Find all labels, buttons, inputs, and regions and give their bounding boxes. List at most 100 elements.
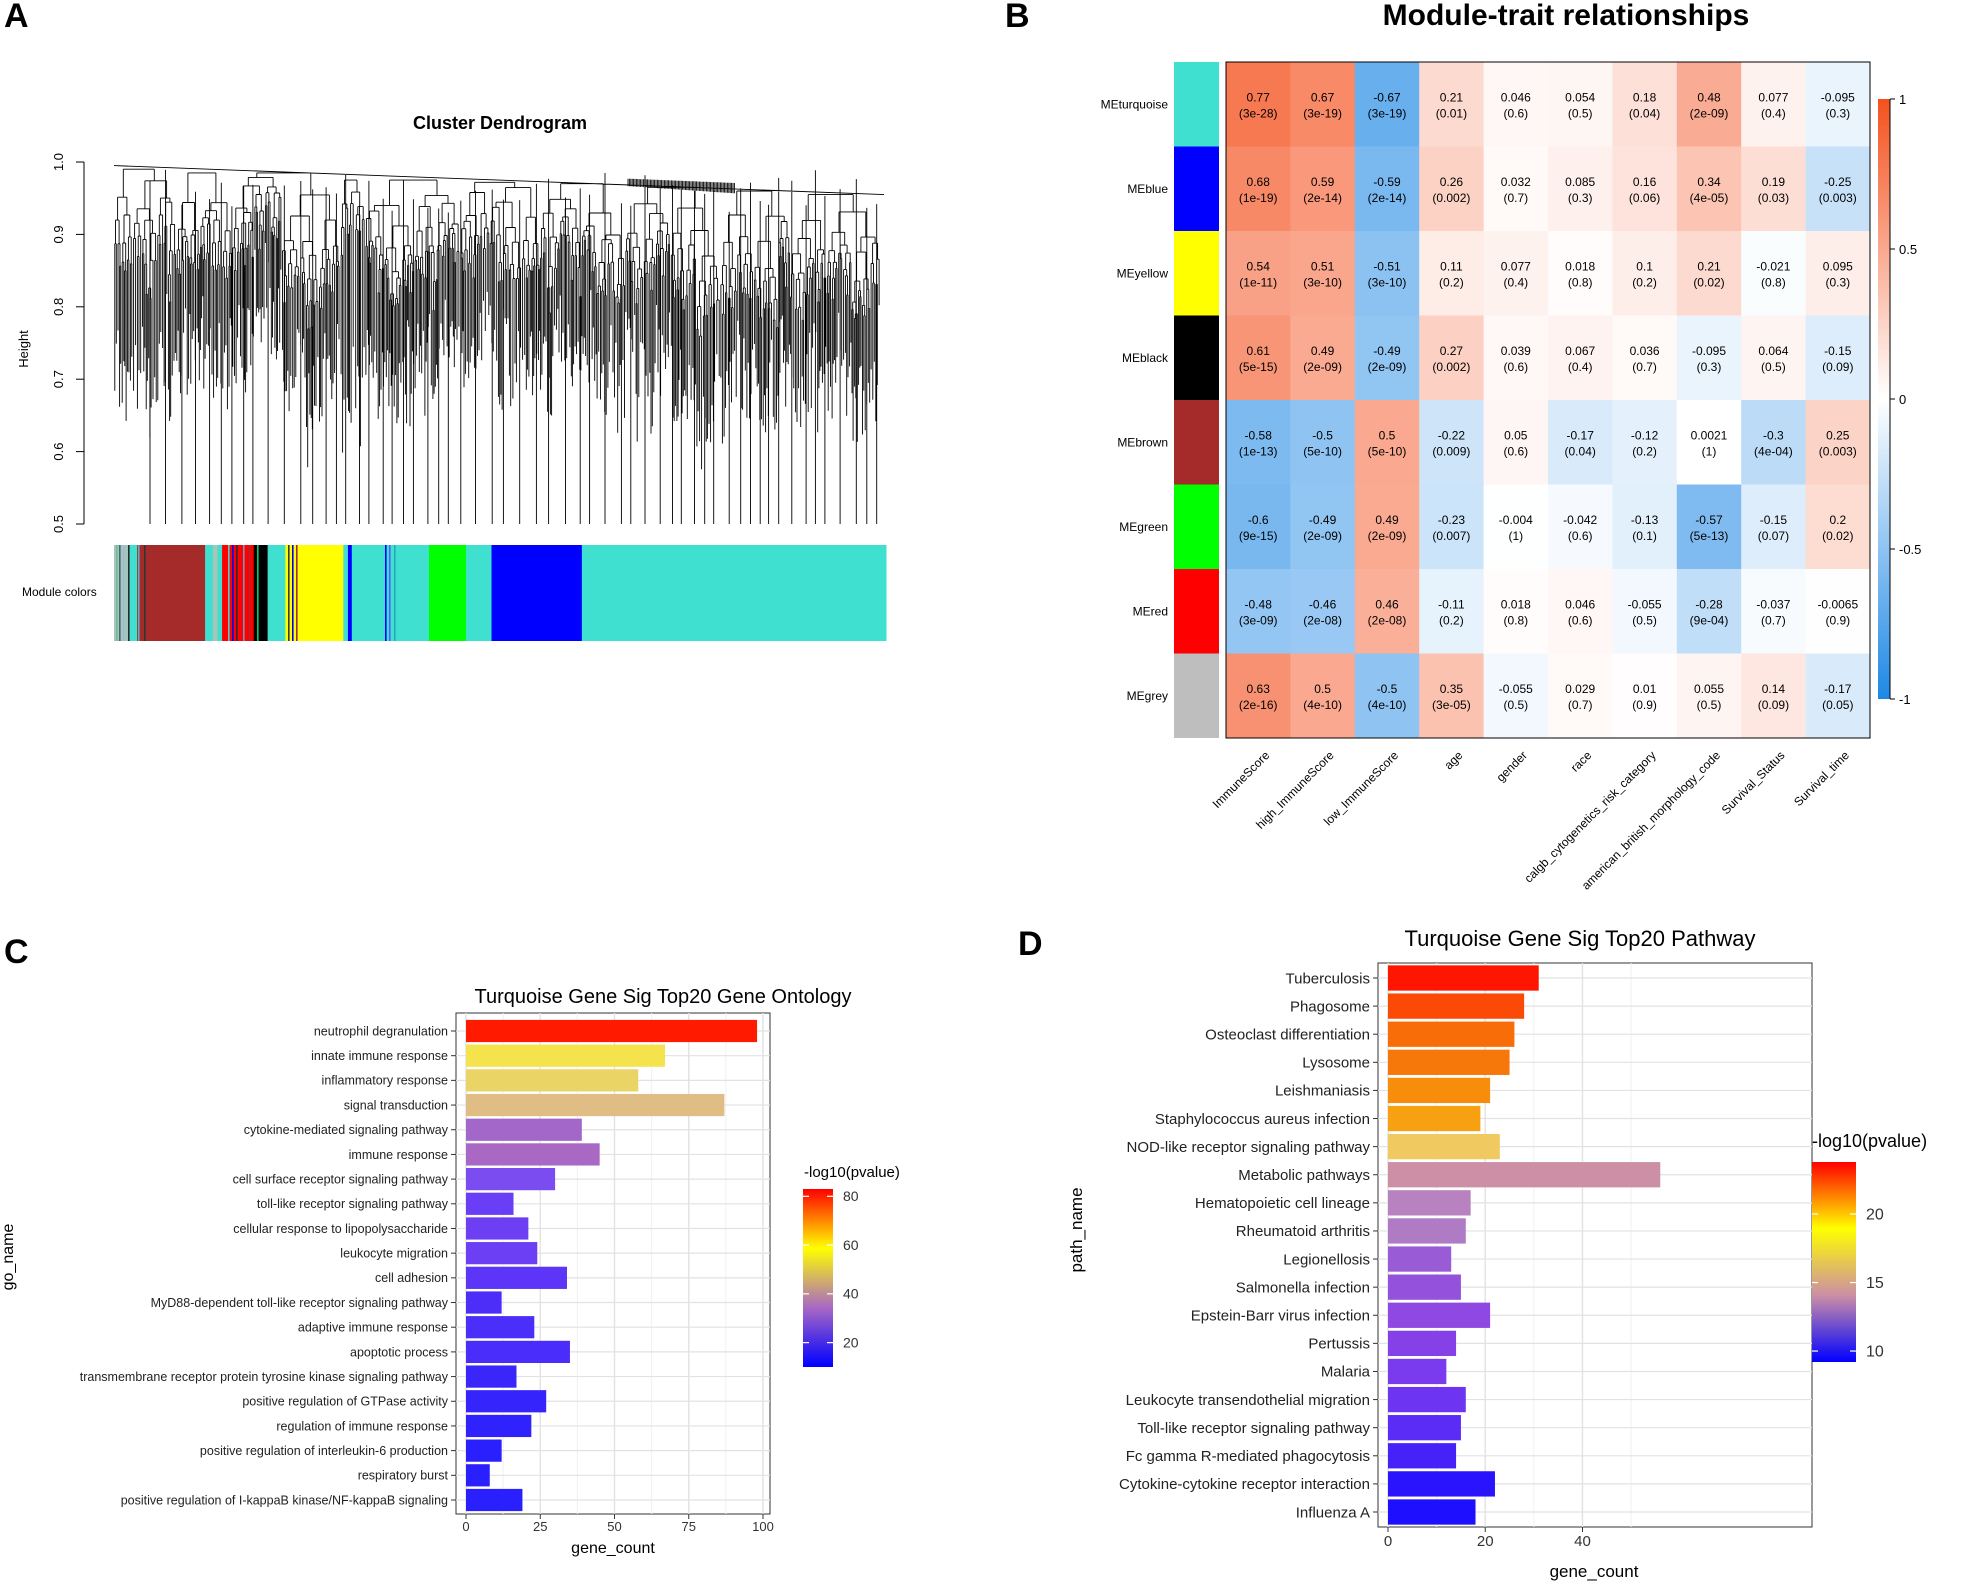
heatmap-cell (1226, 653, 1291, 739)
module-color-segment (347, 545, 353, 641)
heatmap-cell (1290, 400, 1356, 485)
heatmap-cell-value: -0.3 (1763, 428, 1784, 442)
heatmap-cell-value: -0.67 (1373, 90, 1401, 104)
go-category-label: positive regulation of GTPase activity (242, 1395, 448, 1409)
module-color-segment (285, 545, 344, 641)
heatmap-cell-value: 0.21 (1697, 259, 1721, 273)
go-category-label: toll-like receptor signaling pathway (257, 1197, 449, 1211)
module-color-stripe (123, 545, 125, 641)
colorbar-tick-label: 1 (1899, 92, 1906, 107)
pw-bar (1388, 1386, 1466, 1413)
heatmap-cell-pvalue: (0.007) (1432, 529, 1470, 543)
heatmap-cell-value: 0.018 (1501, 597, 1531, 611)
panel-letter-b: B (1005, 0, 1030, 35)
go-bar (466, 1118, 582, 1141)
pw-category-label: NOD-like receptor signaling pathway (1127, 1139, 1371, 1156)
pw-bar (1388, 1218, 1466, 1244)
go-legend-tick-label: 20 (843, 1335, 859, 1351)
heatmap-cell-pvalue: (0.4) (1761, 106, 1786, 120)
go-y-label: go_name (0, 1224, 17, 1291)
heatmap-cell (1805, 653, 1871, 739)
heatmap-cell-pvalue: (0.003) (1819, 191, 1857, 205)
heatmap-cell-value: 0.49 (1311, 344, 1335, 358)
heatmap-cell (1548, 569, 1613, 654)
pw-bar (1388, 1330, 1457, 1357)
heatmap-cell-pvalue: (2e-09) (1303, 529, 1342, 543)
heatmap-cell-pvalue: (0.3) (1568, 191, 1593, 205)
heatmap-cell-value: -0.58 (1245, 428, 1273, 442)
go-legend-gradient (803, 1189, 833, 1367)
heatmap-cell-value: 0.21 (1440, 90, 1464, 104)
heatmap-cell-value: 0.046 (1565, 597, 1595, 611)
heatmap-cell-pvalue: (0.3) (1825, 275, 1850, 289)
heatmap-cell (1676, 400, 1742, 485)
heatmap-cell-value: 0.067 (1565, 344, 1595, 358)
heatmap-cell-pvalue: (5e-15) (1239, 360, 1278, 374)
heatmap-cell-value: 0.077 (1758, 90, 1788, 104)
heatmap-cell-value: -0.004 (1499, 513, 1533, 527)
heatmap-cell-value: 0.032 (1501, 175, 1531, 189)
go-category-label: MyD88-dependent toll-like receptor signa… (151, 1296, 449, 1310)
heatmap-cell-value: 0.48 (1697, 90, 1721, 104)
heatmap-cell-value: 0.5 (1314, 682, 1331, 696)
go-category-label: regulation of immune response (276, 1419, 448, 1433)
heatmap-cell-pvalue: (0.7) (1761, 613, 1786, 627)
heatmap-cell (1419, 315, 1484, 401)
heatmap-cell (1548, 400, 1613, 485)
module-label: MEyellow (1117, 266, 1169, 280)
heatmap-cell (1226, 484, 1291, 570)
module-label: MEblack (1122, 351, 1169, 365)
colorbar-tick-label: 0.5 (1899, 242, 1917, 257)
heatmap-cell-value: -0.51 (1373, 259, 1401, 273)
heatmap-cell-value: 0.46 (1375, 597, 1399, 611)
heatmap-cell-value: 0.029 (1565, 682, 1595, 696)
heatmap-cell-value: -0.11 (1438, 597, 1465, 611)
panel-letter-a: A (4, 0, 29, 35)
go-bar (466, 1390, 547, 1413)
heatmap-cell-value: 0.27 (1440, 344, 1464, 358)
heatmap-cell-pvalue: (0.7) (1568, 698, 1593, 712)
module-color-stripe (236, 545, 238, 641)
heatmap-cell-value: 0.26 (1440, 175, 1464, 189)
heatmap-cell (1290, 315, 1356, 401)
heatmap-cell-pvalue: (0.9) (1632, 698, 1657, 712)
dendrogram-y-label: Height (16, 330, 31, 368)
heatmap-cell-pvalue: (0.5) (1568, 106, 1593, 120)
module-label: MEblue (1127, 182, 1168, 196)
go-bar-panel: Turquoise Gene Sig Top20 Gene Ontology g… (0, 986, 900, 1557)
heatmap-cell-value: 0.055 (1694, 682, 1724, 696)
dendrogram-branches (113, 165, 885, 524)
heatmap-cell-pvalue: (5e-10) (1303, 444, 1342, 458)
heatmap-cell-pvalue: (9e-15) (1239, 529, 1278, 543)
heatmap-cell (1741, 400, 1806, 485)
heatmap-cell-pvalue: (4e-05) (1690, 191, 1729, 205)
pw-bar (1388, 1499, 1476, 1525)
dendrogram-y-ticks: 0.5 0.6 0.7 0.8 0.9 1.0 (51, 153, 84, 533)
heatmap-cell (1354, 484, 1420, 570)
heatmap-cell-value: -0.17 (1824, 682, 1852, 696)
go-bar (466, 1488, 523, 1512)
heatmap-cell-value: 0.16 (1633, 175, 1657, 189)
heatmap-cell (1805, 146, 1871, 232)
trait-label: race (1568, 748, 1595, 775)
module-color-segment (428, 545, 467, 641)
heatmap-cell-pvalue: (1e-13) (1239, 444, 1278, 458)
colorbar-tick-label: 0 (1899, 392, 1906, 407)
pathway-bar-panel: Turquoise Gene Sig Top20 Pathway path_na… (1067, 926, 1927, 1581)
module-color-segment (222, 545, 255, 641)
pw-x-tick-label: 0 (1384, 1533, 1392, 1550)
heatmap-cell (1419, 569, 1484, 654)
module-color-stripe (288, 545, 290, 641)
module-color-swatch (1174, 400, 1219, 485)
heatmap-cell-pvalue: (2e-09) (1368, 529, 1407, 543)
pw-bar (1388, 1246, 1452, 1272)
trait-label: Survival_time (1791, 748, 1852, 809)
pw-legend-tick-label: 20 (1866, 1207, 1884, 1224)
go-bar (466, 1093, 725, 1117)
heatmap-cell (1419, 62, 1484, 147)
heatmap-cell-value: -0.5 (1377, 682, 1398, 696)
heatmap-cell-value: -0.17 (1567, 428, 1595, 442)
module-color-segment (491, 545, 583, 641)
module-color-stripe (116, 545, 118, 641)
